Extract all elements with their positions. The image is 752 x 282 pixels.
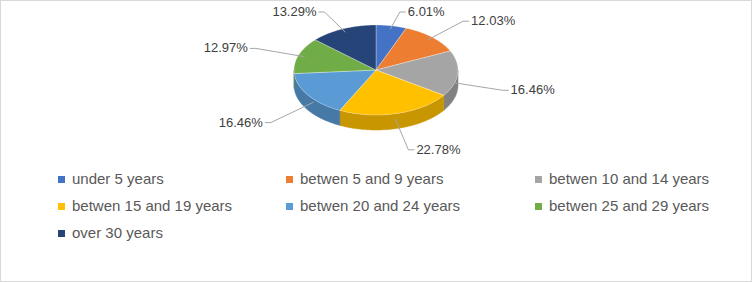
chart-container: {"chart_data": {"type": "pie", "categori… xyxy=(0,0,752,282)
legend-marker xyxy=(58,176,65,183)
leader-line xyxy=(250,48,305,56)
legend-marker xyxy=(58,203,65,210)
chart-svg: 6.01% 12.03% 16.46% 22.78% 16.46% 12.97% 13.29… xyxy=(0,0,752,282)
data-labels: 6.01% 12.03% 16.46% 22.78% 16.46% 12.97% 13.29… xyxy=(204,4,555,157)
legend-label: betwen 5 and 9 years xyxy=(300,170,443,187)
legend-marker xyxy=(286,176,293,183)
leader-line xyxy=(395,119,414,150)
legend-marker xyxy=(286,203,293,210)
pie-slice xyxy=(294,70,376,110)
data-label: 13.29% xyxy=(272,4,317,19)
pie-tops xyxy=(294,25,458,115)
legend-label: under 5 years xyxy=(72,170,164,187)
legend-label: over 30 years xyxy=(72,224,163,241)
leader-line xyxy=(319,12,346,32)
leader-line xyxy=(451,82,508,90)
chart-frame xyxy=(1,1,752,282)
leader-line xyxy=(390,12,406,29)
legend-label: betwen 25 and 29 years xyxy=(549,197,709,214)
data-label: 12.03% xyxy=(471,13,516,28)
legend-label: betwen 15 and 19 years xyxy=(72,197,232,214)
legend-marker xyxy=(535,176,542,183)
data-label: 6.01% xyxy=(408,4,445,19)
data-label: 16.46% xyxy=(511,82,556,97)
legend-marker xyxy=(535,203,542,210)
legend: under 5 years betwen 5 and 9 years betwen … xyxy=(58,170,709,241)
leader-line xyxy=(265,102,314,122)
data-label: 22.78% xyxy=(416,142,461,157)
leader-line xyxy=(428,21,469,40)
data-label: 16.46% xyxy=(219,115,264,130)
legend-label: betwen 20 and 24 years xyxy=(300,197,460,214)
legend-marker xyxy=(58,230,65,237)
data-label: 12.97% xyxy=(204,40,249,55)
legend-label: betwen 10 and 14 years xyxy=(549,170,709,187)
